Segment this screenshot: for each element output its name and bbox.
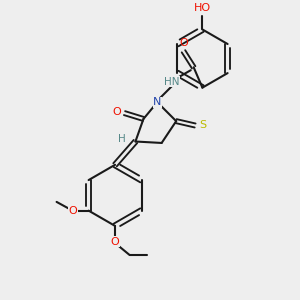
Text: N: N — [153, 97, 161, 107]
Text: H: H — [118, 134, 126, 144]
Text: HO: HO — [194, 3, 211, 13]
Text: HN: HN — [164, 77, 180, 87]
Text: O: O — [111, 237, 119, 247]
Text: S: S — [200, 121, 207, 130]
Text: O: O — [68, 206, 77, 216]
Text: O: O — [179, 38, 188, 48]
Text: O: O — [112, 107, 121, 117]
